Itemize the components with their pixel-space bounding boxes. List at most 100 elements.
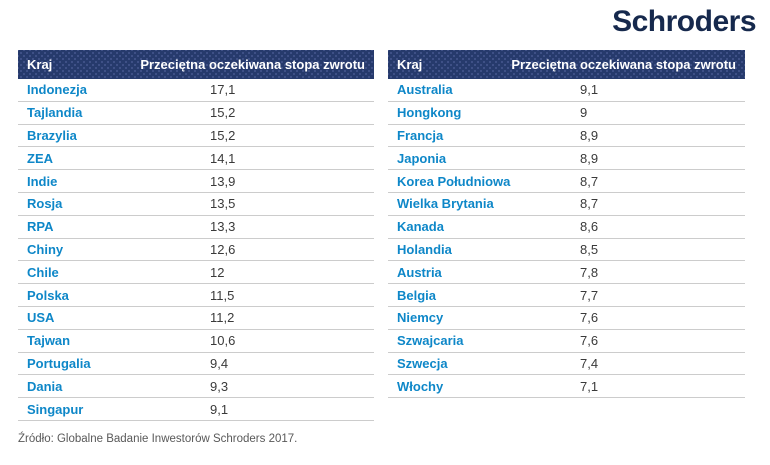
- value-cell: 8,6: [580, 219, 599, 235]
- country-cell: Wielka Brytania: [397, 196, 494, 212]
- country-cell: Tajwan: [27, 333, 71, 349]
- table-row: Indie 13,9: [18, 170, 374, 193]
- table-row: Belgia 7,7: [388, 284, 745, 307]
- value-cell: 11,2: [210, 310, 235, 326]
- country-cell: Szwajcaria: [397, 333, 464, 349]
- left-table: Kraj Przeciętna oczekiwana stopa zwrotu …: [18, 50, 374, 421]
- value-cell: 15,2: [210, 127, 236, 143]
- table-row: ZEA 14,1: [18, 147, 374, 171]
- table-row: Holandia 8,5: [388, 238, 745, 262]
- value-cell: 9: [580, 105, 588, 121]
- country-cell: Indonezja: [27, 82, 87, 98]
- table-row: Szwecja 7,4: [388, 352, 745, 376]
- value-cell: 9,3: [210, 378, 229, 394]
- table-row: Indonezja 17,1: [18, 79, 374, 102]
- country-cell: Niemcy: [397, 310, 444, 326]
- table-row: Chiny 12,6: [18, 238, 374, 262]
- country-cell: Francja: [397, 127, 444, 143]
- country-cell: Japonia: [397, 150, 447, 166]
- value-cell: 7,8: [580, 264, 599, 280]
- table-row: USA 11,2: [18, 306, 374, 330]
- table-row: Korea Południowa 8,7: [388, 170, 745, 193]
- country-cell: Chiny: [27, 241, 64, 257]
- country-cell: ZEA: [27, 150, 53, 166]
- value-cell: 11,5: [210, 287, 235, 303]
- country-column-header: Kraj: [27, 57, 53, 72]
- table-row: Austria 7,8: [388, 261, 745, 285]
- value-cell: 9,1: [210, 401, 229, 417]
- table-row: Dania 9,3: [18, 375, 374, 399]
- value-cell: 7,6: [580, 310, 599, 326]
- table-row: Szwajcaria 7,6: [388, 329, 745, 353]
- table-row: Tajlandia 15,2: [18, 101, 374, 125]
- value-cell: 14,1: [210, 150, 236, 166]
- value-cell: 13,3: [210, 219, 236, 235]
- table-row: Kanada 8,6: [388, 215, 745, 239]
- country-cell: Holandia: [397, 241, 452, 257]
- right-table: Kraj Przeciętna oczekiwana stopa zwrotu …: [388, 50, 745, 399]
- table-row: RPA 13,3: [18, 215, 374, 239]
- country-cell: Szwecja: [397, 355, 448, 371]
- table-row: Tajwan 10,6: [18, 329, 374, 353]
- table-row: Wielka Brytania 8,7: [388, 192, 745, 216]
- value-cell: 7,1: [580, 378, 599, 394]
- right-table-body: Australia 9,1 Hongkong 9 Francja 8,9 Jap…: [388, 79, 745, 399]
- value-cell: 9,1: [580, 82, 599, 98]
- value-cell: 8,7: [580, 196, 599, 212]
- table-row: Francja 8,9: [388, 124, 745, 148]
- value-cell: 13,5: [210, 196, 236, 212]
- country-cell: Indie: [27, 173, 58, 189]
- schroders-logo: Schroders: [612, 5, 756, 38]
- value-cell: 17,1: [210, 82, 236, 98]
- table-row: Chile 12: [18, 261, 374, 285]
- country-cell: Polska: [27, 287, 69, 303]
- country-cell: RPA: [27, 219, 54, 235]
- country-cell: Włochy: [397, 378, 444, 394]
- value-cell: 8,9: [580, 150, 599, 166]
- table-row: Polska 11,5: [18, 284, 374, 307]
- country-cell: Hongkong: [397, 105, 462, 121]
- left-table-header: Kraj Przeciętna oczekiwana stopa zwrotu: [18, 50, 374, 79]
- value-cell: 15,2: [210, 105, 236, 121]
- country-column-header: Kraj: [397, 57, 423, 72]
- table-row: Brazylia 15,2: [18, 124, 374, 148]
- country-cell: Portugalia: [27, 355, 91, 371]
- value-cell: 12: [210, 264, 225, 280]
- table-row: Niemcy 7,6: [388, 306, 745, 330]
- value-column-header: Przeciętna oczekiwana stopa zwrotu: [140, 57, 365, 72]
- left-table-body: Indonezja 17,1 Tajlandia 15,2 Brazylia 1…: [18, 79, 374, 421]
- country-cell: Kanada: [397, 219, 444, 235]
- value-cell: 7,6: [580, 333, 599, 349]
- country-cell: Chile: [27, 264, 59, 280]
- table-row: Włochy 7,1: [388, 375, 745, 399]
- country-cell: USA: [27, 310, 55, 326]
- value-cell: 7,7: [580, 287, 599, 303]
- table-row: Singapur 9,1: [18, 398, 374, 421]
- value-cell: 12,6: [210, 241, 236, 257]
- table-row: Rosja 13,5: [18, 192, 374, 216]
- country-cell: Rosja: [27, 196, 63, 212]
- right-table-header: Kraj Przeciętna oczekiwana stopa zwrotu: [388, 50, 745, 79]
- value-cell: 8,5: [580, 241, 599, 257]
- value-cell: 7,4: [580, 355, 599, 371]
- country-cell: Austria: [397, 264, 442, 280]
- value-cell: 8,9: [580, 127, 599, 143]
- country-cell: Singapur: [27, 401, 84, 417]
- country-cell: Dania: [27, 378, 63, 394]
- table-row: Australia 9,1: [388, 79, 745, 102]
- value-cell: 8,7: [580, 173, 599, 189]
- source-note: Źródło: Globalne Badanie Inwestorów Schr…: [18, 433, 298, 445]
- value-cell: 13,9: [210, 173, 236, 189]
- table-row: Japonia 8,9: [388, 147, 745, 171]
- value-cell: 9,4: [210, 355, 229, 371]
- table-row: Hongkong 9: [388, 101, 745, 125]
- country-cell: Korea Południowa: [397, 173, 511, 189]
- country-cell: Belgia: [397, 287, 437, 303]
- country-cell: Brazylia: [27, 127, 77, 143]
- country-cell: Australia: [397, 82, 453, 98]
- value-column-header: Przeciętna oczekiwana stopa zwrotu: [511, 57, 736, 72]
- table-row: Portugalia 9,4: [18, 352, 374, 376]
- country-cell: Tajlandia: [27, 105, 83, 121]
- value-cell: 10,6: [210, 333, 236, 349]
